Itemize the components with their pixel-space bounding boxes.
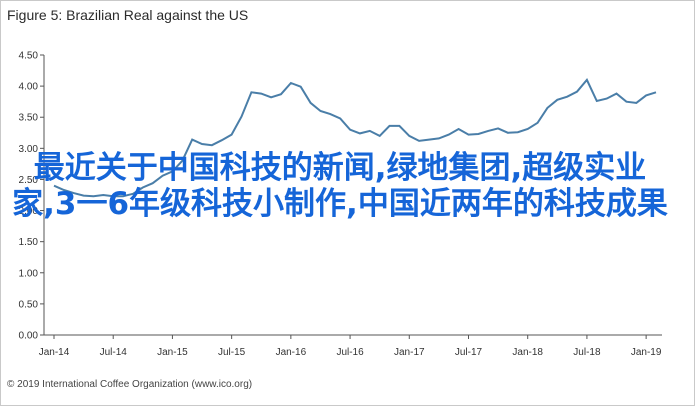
x-tick-label: Jan-17 [394,347,425,358]
y-tick-label: 2.50 [19,175,39,186]
y-tick-label: 4.50 [19,51,39,62]
x-tick-label: Jul-18 [573,347,601,358]
chart-title: Figure 5: Brazilian Real against the US [7,7,249,23]
x-tick-label: Jul-16 [336,347,364,358]
y-tick-label: 1.50 [19,237,39,248]
x-tick-label: Jan-19 [631,347,662,358]
x-tick-label: Jan-16 [276,347,307,358]
y-tick-label: 2.00 [19,206,39,217]
y-tick-label: 3.50 [19,113,39,124]
chart-axes [43,55,662,336]
overlay-text: 最近关于中国科技的新闻,绿地集团,超级实业家,3一6年级科技小制作,中国近两年的… [12,150,668,222]
y-axis-ticks: 0.00 0.50 1.00 1.50 2.00 2.50 3.00 3.50 4.00 4.50 [19,51,44,342]
x-tick-label: Jan-14 [39,347,70,358]
x-tick-label: Jul-14 [100,347,128,358]
x-tick-label: Jan-18 [512,347,543,358]
series-line [53,78,657,198]
y-tick-label: 0.50 [19,299,39,310]
y-tick-label: 3.00 [19,144,39,155]
x-axis-ticks: Jan-14 Jul-14 Jan-15 Jul-15 Jan-16 Jul-16 Jan-… [39,335,662,358]
y-tick-label: 0.00 [19,331,39,342]
x-tick-label: Jul-17 [455,347,483,358]
footer-copyright: © 2019 International Coffee Organization… [7,379,253,390]
y-tick-label: 4.00 [19,82,39,93]
y-tick-label: 1.00 [19,268,39,279]
x-tick-label: Jul-15 [218,347,246,358]
x-tick-label: Jan-15 [157,347,188,358]
